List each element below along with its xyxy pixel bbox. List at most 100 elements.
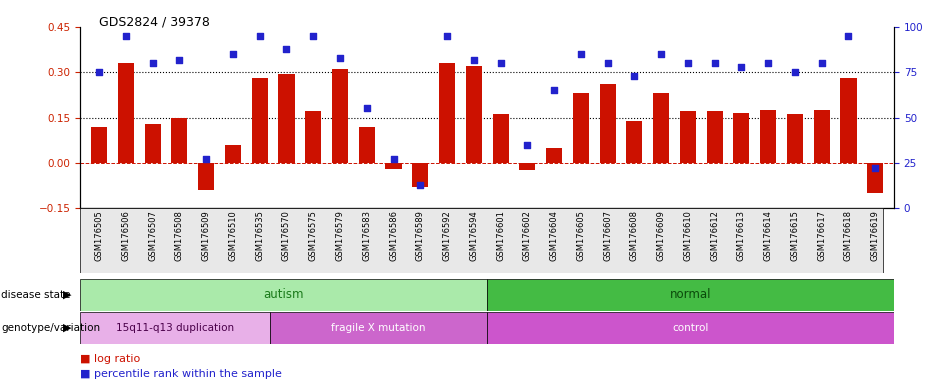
Bar — [271, 312, 487, 344]
Bar — [487, 279, 894, 311]
Point — [761, 60, 776, 66]
Text: GSM176509: GSM176509 — [201, 210, 211, 261]
Bar — [465, 66, 482, 163]
Point — [279, 46, 294, 52]
Bar — [306, 111, 322, 163]
Point — [680, 60, 695, 66]
Text: disease state: disease state — [1, 290, 70, 300]
Text: ▶: ▶ — [63, 323, 72, 333]
Bar — [145, 124, 161, 163]
Point — [734, 64, 749, 70]
Text: GSM176510: GSM176510 — [228, 210, 237, 261]
Bar — [600, 84, 616, 163]
Bar — [80, 312, 271, 344]
Text: GSM176583: GSM176583 — [362, 210, 371, 261]
Text: ■ percentile rank within the sample: ■ percentile rank within the sample — [80, 369, 282, 379]
Text: GSM176617: GSM176617 — [817, 210, 826, 261]
Point — [600, 60, 615, 66]
Point — [547, 87, 562, 93]
Point — [172, 56, 187, 63]
Bar — [332, 69, 348, 163]
Point — [815, 60, 830, 66]
Text: GSM176570: GSM176570 — [282, 210, 291, 261]
Point — [386, 156, 401, 162]
Text: GDS2824 / 39378: GDS2824 / 39378 — [99, 15, 210, 28]
Point — [466, 56, 482, 63]
Text: GSM176575: GSM176575 — [308, 210, 318, 261]
Bar — [787, 114, 803, 163]
Point — [787, 69, 802, 75]
Text: GSM176613: GSM176613 — [737, 210, 746, 261]
Bar — [761, 110, 777, 163]
Text: GSM176610: GSM176610 — [683, 210, 692, 261]
Bar — [733, 113, 749, 163]
Point — [867, 165, 883, 171]
Point — [145, 60, 160, 66]
Bar — [573, 93, 588, 163]
Text: GSM176615: GSM176615 — [791, 210, 799, 261]
Bar — [626, 121, 642, 163]
Bar — [439, 63, 455, 163]
Text: GSM176594: GSM176594 — [469, 210, 479, 261]
Point — [225, 51, 240, 57]
Text: GSM176535: GSM176535 — [255, 210, 264, 261]
Bar — [519, 163, 535, 170]
Point — [92, 69, 107, 75]
Text: ■ log ratio: ■ log ratio — [80, 354, 141, 364]
Text: GSM176612: GSM176612 — [710, 210, 719, 261]
Bar — [814, 110, 830, 163]
Text: GSM176607: GSM176607 — [604, 210, 612, 261]
Text: GSM176508: GSM176508 — [175, 210, 184, 261]
Bar — [385, 163, 401, 169]
Text: GSM176609: GSM176609 — [657, 210, 666, 261]
Text: fragile X mutation: fragile X mutation — [331, 323, 426, 333]
Point — [493, 60, 508, 66]
Text: GSM176592: GSM176592 — [443, 210, 451, 261]
Bar — [840, 78, 856, 163]
Bar — [252, 78, 268, 163]
Text: genotype/variation: genotype/variation — [1, 323, 100, 333]
Text: autism: autism — [264, 288, 304, 301]
Point — [199, 156, 214, 162]
Point — [332, 55, 347, 61]
Bar — [867, 163, 884, 193]
Text: GSM176619: GSM176619 — [870, 210, 880, 261]
Point — [654, 51, 669, 57]
Bar — [118, 63, 134, 163]
Bar — [707, 111, 723, 163]
Text: GSM176618: GSM176618 — [844, 210, 853, 261]
Bar — [225, 145, 241, 163]
Point — [412, 182, 428, 188]
Text: 15q11-q13 duplication: 15q11-q13 duplication — [116, 323, 235, 333]
Bar — [487, 312, 894, 344]
Bar — [171, 118, 187, 163]
Point — [841, 33, 856, 39]
Text: GSM176506: GSM176506 — [121, 210, 131, 261]
Text: GSM176614: GSM176614 — [763, 210, 773, 261]
Bar — [359, 127, 375, 163]
Point — [359, 105, 375, 111]
Bar — [546, 148, 562, 163]
Bar — [80, 279, 487, 311]
Point — [707, 60, 722, 66]
Point — [118, 33, 133, 39]
Text: GSM176605: GSM176605 — [576, 210, 586, 261]
Point — [627, 73, 642, 79]
Point — [573, 51, 588, 57]
Text: ▶: ▶ — [63, 290, 72, 300]
Point — [519, 142, 534, 148]
Point — [253, 33, 268, 39]
Text: GSM176602: GSM176602 — [523, 210, 532, 261]
Text: control: control — [673, 323, 709, 333]
Text: GSM176601: GSM176601 — [496, 210, 505, 261]
Bar — [91, 127, 107, 163]
Text: GSM176586: GSM176586 — [389, 210, 398, 261]
Bar — [278, 74, 294, 163]
Bar — [653, 93, 669, 163]
Bar — [680, 111, 696, 163]
Text: GSM176608: GSM176608 — [630, 210, 639, 261]
Text: GSM176507: GSM176507 — [149, 210, 157, 261]
Text: normal: normal — [670, 288, 711, 301]
Text: GSM176505: GSM176505 — [95, 210, 104, 261]
Text: GSM176604: GSM176604 — [550, 210, 558, 261]
